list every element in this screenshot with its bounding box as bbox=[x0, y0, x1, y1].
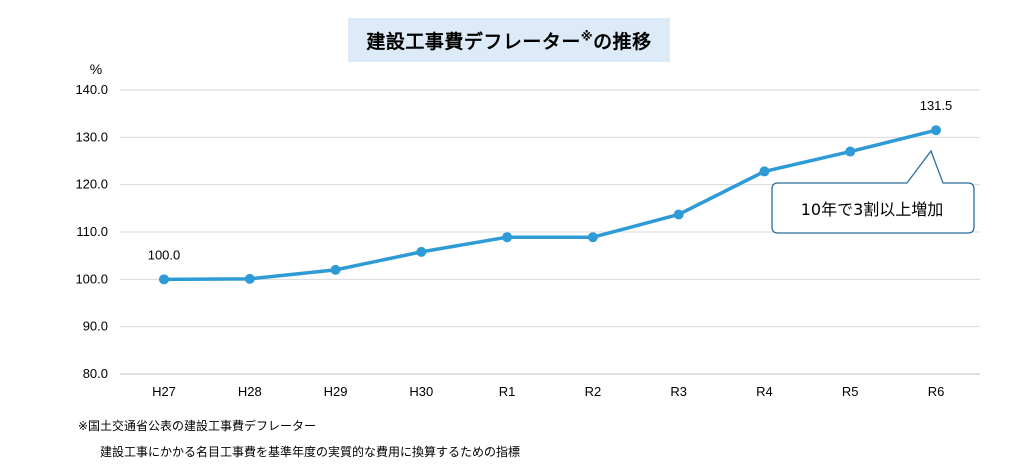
x-tick-label: R6 bbox=[928, 384, 945, 399]
y-tick-label: 90.0 bbox=[83, 319, 108, 334]
y-tick-label: 120.0 bbox=[75, 177, 108, 192]
x-tick-label: H28 bbox=[238, 384, 262, 399]
y-tick-label: 100.0 bbox=[75, 271, 108, 286]
x-tick-label: R2 bbox=[585, 384, 602, 399]
series-line bbox=[162, 128, 938, 282]
x-tick-label: H30 bbox=[409, 384, 433, 399]
data-point bbox=[159, 274, 169, 285]
callout-bubble bbox=[771, 149, 975, 234]
y-axis-unit: % bbox=[90, 61, 102, 77]
data-point bbox=[244, 273, 255, 284]
data-point bbox=[845, 146, 856, 157]
x-tick-label: R3 bbox=[670, 384, 687, 399]
x-tick-label: H27 bbox=[152, 384, 176, 399]
data-point bbox=[330, 264, 341, 275]
footnote-definition: 建設工事にかかる名目工事費を基準年度の実質的な費用に換算するための指標 bbox=[100, 445, 521, 459]
footnote-source: ※国土交通省公表の建設工事費デフレーター bbox=[78, 419, 317, 433]
data-point bbox=[759, 166, 770, 177]
data-point bbox=[416, 246, 427, 257]
callout-text: 10年で3割以上増加 bbox=[800, 200, 944, 219]
chart-title: 建設工事費デフレーター※の推移 bbox=[366, 29, 652, 53]
data-point bbox=[587, 232, 598, 243]
x-tick-label: H29 bbox=[324, 384, 348, 399]
y-tick-label: 80.0 bbox=[83, 366, 108, 381]
y-tick-label: 140.0 bbox=[75, 82, 108, 97]
y-tick-label: 130.0 bbox=[75, 129, 108, 144]
chart-title-box: 建設工事費デフレーター※の推移 bbox=[348, 18, 670, 62]
x-tick-label: R1 bbox=[499, 384, 516, 399]
data-label: 131.5 bbox=[920, 98, 953, 113]
data-point bbox=[931, 125, 941, 136]
y-tick-label: 110.0 bbox=[76, 224, 108, 239]
data-label: 100.0 bbox=[148, 247, 181, 262]
data-point bbox=[673, 209, 684, 220]
data-point bbox=[502, 232, 513, 243]
x-tick-label: R4 bbox=[756, 384, 773, 399]
x-tick-label: R5 bbox=[842, 384, 859, 399]
